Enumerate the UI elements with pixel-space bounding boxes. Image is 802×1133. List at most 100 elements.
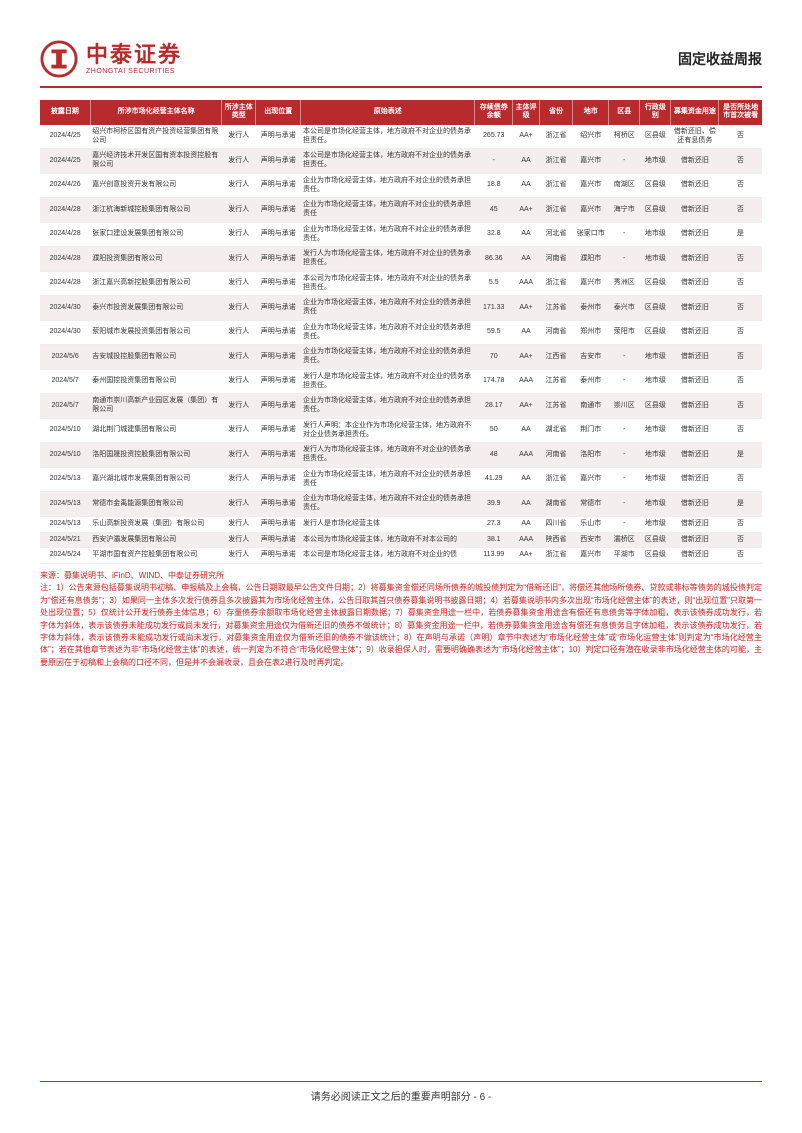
table-row: 2024/5/24平湖市国有资产控股集团有限公司发行人声明与承诺本公司是市场化经… <box>40 548 762 564</box>
table-cell: 发行人 <box>222 173 256 198</box>
col-header: 主体评级 <box>513 100 539 125</box>
table-cell: 2024/5/7 <box>40 369 90 394</box>
table-cell: 泰州市 <box>573 296 609 321</box>
table-cell: 发行人 <box>222 296 256 321</box>
table-cell: 2024/5/7 <box>40 394 90 419</box>
table-cell: 借新还旧 <box>671 296 719 321</box>
table-cell: 江西省 <box>539 345 573 370</box>
table-cell: 嘉兴市 <box>573 198 609 223</box>
table-cell: 借新还旧 <box>671 394 719 419</box>
table-cell: 发行人 <box>222 418 256 443</box>
table-cell: 是 <box>719 443 762 468</box>
table-cell: 泰州国控投资集团有限公司 <box>90 369 222 394</box>
table-cell: 2024/5/13 <box>40 516 90 532</box>
table-cell: 声明与承诺 <box>256 173 301 198</box>
table-cell: 借新还旧 <box>671 198 719 223</box>
table-cell: 借新还旧 <box>671 492 719 517</box>
table-cell: 发行人是市场化经营主体，地方政府不对企业的债务承担责任。 <box>301 369 475 394</box>
table-cell: 河南省 <box>539 247 573 272</box>
col-header: 出现位置 <box>256 100 301 125</box>
table-cell: 西安沪灞发展集团有限公司 <box>90 532 222 548</box>
table-cell: 浙江省 <box>539 125 573 149</box>
table-cell: 平湖市 <box>609 548 640 564</box>
table-cell: 本公司是市场化经营主体，地方政府不对企业的债务承担责任。 <box>301 125 475 149</box>
table-cell: 南通市崇川高新产业园区发展（集团）有限公司 <box>90 394 222 419</box>
logo-en-text: ZHONGTAI SECURITIES <box>86 68 182 75</box>
table-cell: - <box>609 247 640 272</box>
table-row: 2024/5/10湖北荆门城建集团有限公司发行人声明与承诺发行人声明：本企业作为… <box>40 418 762 443</box>
table-row: 2024/5/13乐山高新投资发展（集团）有限公司发行人声明与承诺发行人是市场化… <box>40 516 762 532</box>
table-row: 2024/5/10洛阳国晟投资控股集团有限公司发行人声明与承诺发行人为市场化经营… <box>40 443 762 468</box>
table-cell: 河南省 <box>539 443 573 468</box>
table-cell: 企业为市场化经营主体，地方政府不对企业的债务承担责任。 <box>301 492 475 517</box>
table-cell: 2024/4/30 <box>40 320 90 345</box>
table-cell: 39.9 <box>475 492 513 517</box>
table-cell: 265.73 <box>475 125 513 149</box>
table-row: 2024/4/30荥阳城市发展投资集团有限公司发行人声明与承诺企业为市场化经营主… <box>40 320 762 345</box>
table-cell: 陕西省 <box>539 532 573 548</box>
table-cell: 崇川区 <box>609 394 640 419</box>
table-cell: 荆门市 <box>573 418 609 443</box>
table-cell: 41.29 <box>475 467 513 492</box>
table-cell: AAA <box>513 271 539 296</box>
table-cell: 湖北荆门城建集团有限公司 <box>90 418 222 443</box>
table-cell: 174.78 <box>475 369 513 394</box>
table-cell: 地市级 <box>640 443 671 468</box>
col-header: 所涉市场化经营主体名称 <box>90 100 222 125</box>
table-cell: 发行人 <box>222 532 256 548</box>
table-cell: 借新还旧 <box>671 345 719 370</box>
table-cell: AA <box>513 492 539 517</box>
table-cell: AA <box>513 418 539 443</box>
table-cell: 2024/5/13 <box>40 467 90 492</box>
table-cell: 2024/4/25 <box>40 125 90 149</box>
table-cell: 否 <box>719 125 762 149</box>
table-cell: 借新还旧 <box>671 320 719 345</box>
table-cell: 否 <box>719 271 762 296</box>
table-cell: 荥阳市 <box>609 320 640 345</box>
table-row: 2024/4/28浙江嘉兴高新控股集团有限公司发行人声明与承诺本公司为市场化经营… <box>40 271 762 296</box>
table-row: 2024/5/6吉安城投控股集团有限公司发行人声明与承诺企业为市场化经营主体，地… <box>40 345 762 370</box>
table-row: 2024/5/13嘉兴湖北城市发展集团有限公司发行人声明与承诺企业为市场化经营主… <box>40 467 762 492</box>
table-cell: 发行人 <box>222 369 256 394</box>
table-row: 2024/5/13常德市金禹能源集团有限公司发行人声明与承诺企业为市场化经营主体… <box>40 492 762 517</box>
table-cell: 发行人 <box>222 467 256 492</box>
table-cell: 2024/5/10 <box>40 418 90 443</box>
table-cell: - <box>609 516 640 532</box>
table-cell: 声明与承诺 <box>256 271 301 296</box>
table-cell: 地市级 <box>640 516 671 532</box>
table-cell: 常德市 <box>573 492 609 517</box>
table-cell: 2024/4/28 <box>40 198 90 223</box>
table-cell: 声明与承诺 <box>256 532 301 548</box>
table-cell: 企业为市场化经营主体，地方政府不对企业的债务承担责任 <box>301 198 475 223</box>
table-cell: 发行人 <box>222 125 256 149</box>
table-cell: 泰兴市 <box>609 296 640 321</box>
table-cell: 2024/5/10 <box>40 443 90 468</box>
table-row: 2024/4/25嘉兴经济技术开发区国有资本投资控股有限公司发行人声明与承诺本公… <box>40 149 762 174</box>
table-cell: 声明与承诺 <box>256 394 301 419</box>
table-row: 2024/4/30泰兴市投资发展集团有限公司发行人声明与承诺企业为市场化经营主体… <box>40 296 762 321</box>
table-cell: 借新还旧、偿还有息债务 <box>671 125 719 149</box>
table-cell: 浙江省 <box>539 548 573 564</box>
col-header: 行政级别 <box>640 100 671 125</box>
table-cell: 张家口市 <box>573 222 609 247</box>
table-cell: 否 <box>719 467 762 492</box>
table-cell: 湖北省 <box>539 418 573 443</box>
table-cell: AA <box>513 222 539 247</box>
table-cell: 38.1 <box>475 532 513 548</box>
table-cell: 区县级 <box>640 198 671 223</box>
table-cell: 江苏省 <box>539 369 573 394</box>
table-cell: 借新还旧 <box>671 443 719 468</box>
table-cell: 嘉兴市 <box>573 548 609 564</box>
table-cell: 企业为市场化经营主体，地方政府不对企业的债务承担责任。 <box>301 222 475 247</box>
table-cell: 区县级 <box>640 394 671 419</box>
table-cell: 企业为市场化经营主体，地方政府不对企业的债务承担责任 <box>301 467 475 492</box>
table-cell: 借新还旧 <box>671 149 719 174</box>
table-cell: 声明与承诺 <box>256 125 301 149</box>
table-cell: 乐山市 <box>573 516 609 532</box>
table-cell: 嘉兴经济技术开发区国有资本投资控股有限公司 <box>90 149 222 174</box>
table-cell: 河北省 <box>539 222 573 247</box>
table-cell: 声明与承诺 <box>256 516 301 532</box>
table-cell: 借新还旧 <box>671 532 719 548</box>
table-cell: 借新还旧 <box>671 548 719 564</box>
page-footer: 请务必阅读正文之后的重要声明部分 - 6 - <box>40 1081 762 1103</box>
